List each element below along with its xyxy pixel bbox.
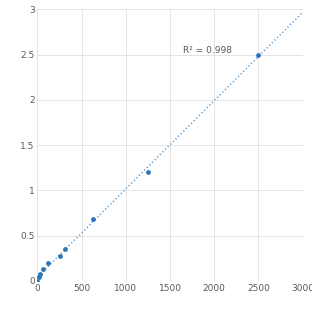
- Point: [46, 260, 51, 265]
- Point: [35, 278, 40, 283]
- Point: [90, 217, 95, 222]
- Point: [62, 246, 67, 251]
- Point: [256, 52, 261, 57]
- Text: R² = 0.998: R² = 0.998: [183, 46, 232, 55]
- Point: [41, 266, 46, 271]
- Point: [36, 275, 41, 280]
- Point: [57, 254, 62, 259]
- Point: [145, 170, 150, 175]
- Point: [38, 271, 43, 276]
